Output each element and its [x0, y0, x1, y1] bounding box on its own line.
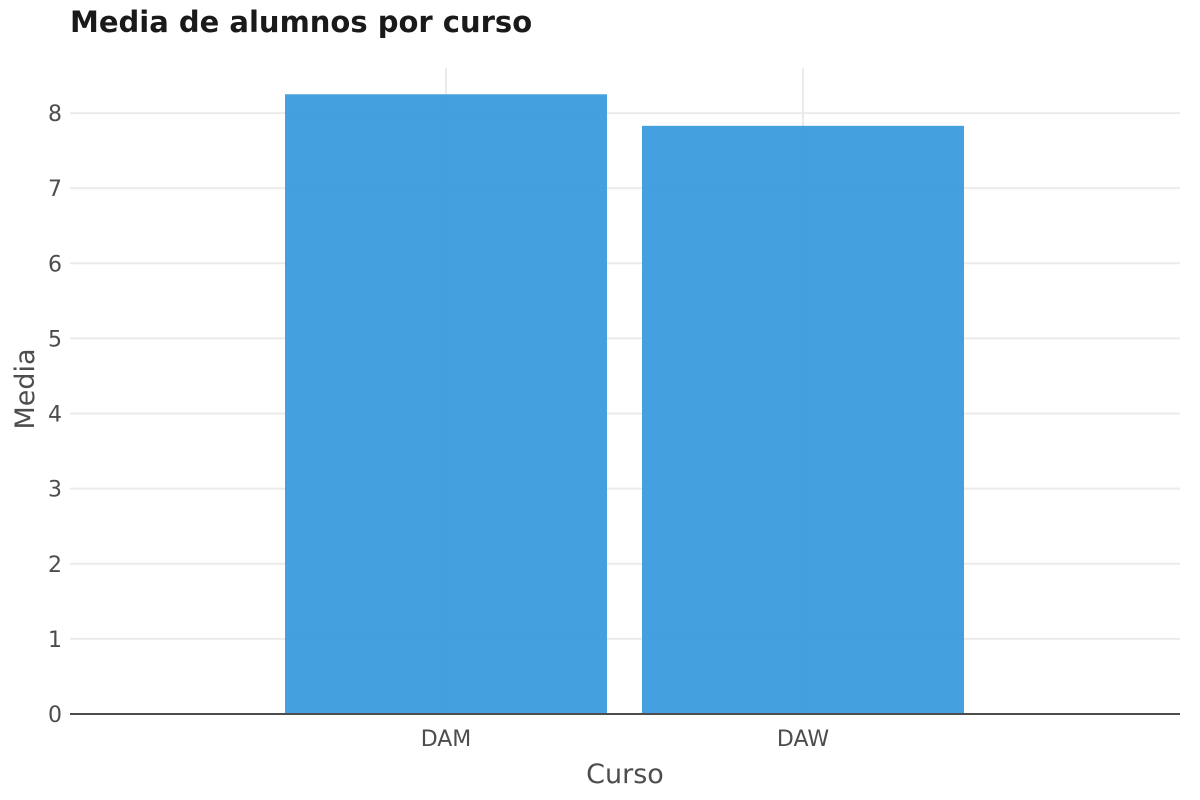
bar-daw[interactable]: [642, 125, 964, 714]
y-tick-label: 4: [48, 403, 62, 428]
x-axis-title: Curso: [586, 759, 664, 790]
y-tick-label: 8: [48, 102, 62, 127]
y-tick-label: 0: [48, 703, 62, 728]
chart-title: Media de alumnos por curso: [70, 5, 532, 39]
bar-dam[interactable]: [285, 94, 607, 714]
bars: [285, 94, 964, 714]
x-tick-label: DAW: [777, 727, 829, 752]
y-tick-labels: 0 1 2 3 4 5 6 7 8: [48, 102, 62, 728]
y-tick-label: 5: [48, 327, 62, 352]
gridlines: [70, 68, 1180, 714]
y-tick-label: 3: [48, 478, 62, 503]
x-tick-labels: DAM DAW: [421, 727, 830, 752]
y-tick-label: 6: [48, 252, 62, 277]
y-tick-label: 1: [48, 628, 62, 653]
y-axis-title: Media: [10, 348, 41, 429]
y-tick-label: 2: [48, 553, 62, 578]
y-tick-label: 7: [48, 177, 62, 202]
x-tick-label: DAM: [421, 727, 472, 752]
